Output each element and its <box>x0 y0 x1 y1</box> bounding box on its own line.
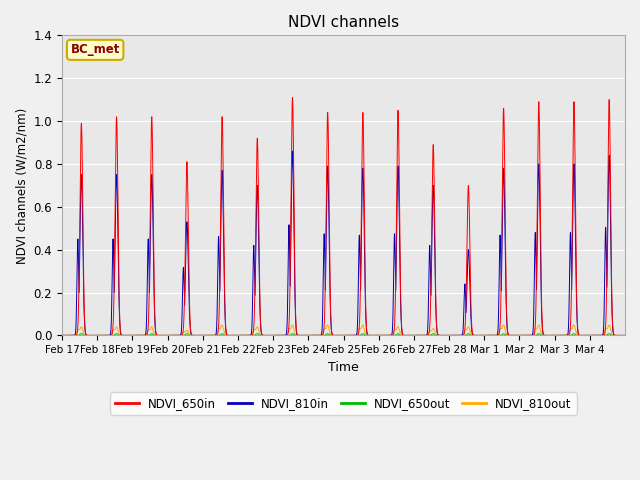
Legend: NDVI_650in, NDVI_810in, NDVI_650out, NDVI_810out: NDVI_650in, NDVI_810in, NDVI_650out, NDV… <box>111 392 577 415</box>
Title: NDVI channels: NDVI channels <box>288 15 399 30</box>
Text: BC_met: BC_met <box>70 43 120 56</box>
Y-axis label: NDVI channels (W/m2/nm): NDVI channels (W/m2/nm) <box>15 107 28 264</box>
X-axis label: Time: Time <box>328 360 359 374</box>
